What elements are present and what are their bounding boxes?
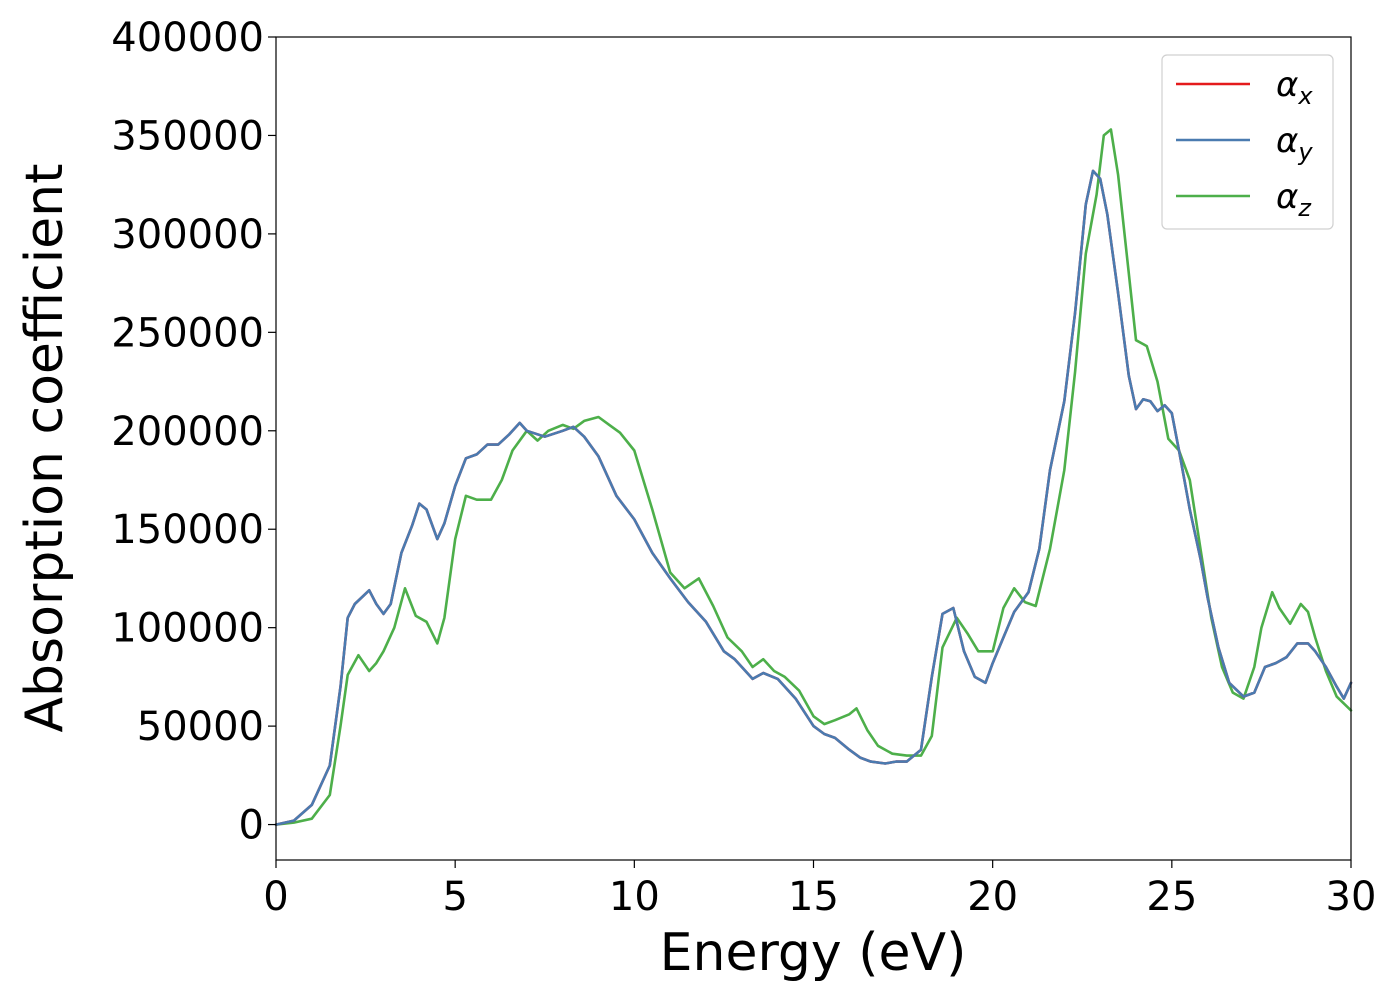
series-line-z bbox=[274, 128, 1353, 826]
y-tick-label: 50000 bbox=[137, 704, 264, 750]
x-tick-label: 20 bbox=[967, 874, 1018, 920]
x-tick-label: 30 bbox=[1326, 874, 1377, 920]
series-line-y bbox=[274, 169, 1353, 826]
y-tick-label: 300000 bbox=[111, 212, 264, 258]
legend-label-y: αy bbox=[1276, 121, 1313, 166]
y-axis-title: Absorption coefficient bbox=[15, 163, 75, 732]
x-axis: 0 5 10 15 20 25 30 bbox=[263, 860, 1376, 920]
legend-box bbox=[1161, 54, 1334, 230]
y-tick-label: 400000 bbox=[111, 15, 264, 61]
x-tick-label: 0 bbox=[263, 874, 288, 920]
y-axis: 0 50000 100000 150000 200000 250000 300000 3500… bbox=[111, 15, 276, 849]
x-tick-label: 25 bbox=[1146, 874, 1197, 920]
y-tick-label: 0 bbox=[239, 803, 264, 849]
series-group bbox=[274, 128, 1353, 826]
y-tick-label: 100000 bbox=[111, 606, 264, 652]
y-tick-label: 250000 bbox=[111, 310, 264, 356]
x-tick-label: 5 bbox=[442, 874, 467, 920]
y-tick-label: 150000 bbox=[111, 507, 264, 553]
x-tick-label: 15 bbox=[788, 874, 839, 920]
y-tick-label: 200000 bbox=[111, 409, 264, 455]
y-tick-label: 350000 bbox=[111, 113, 264, 159]
x-axis-title: Energy (eV) bbox=[660, 923, 967, 983]
x-tick-label: 10 bbox=[609, 874, 660, 920]
